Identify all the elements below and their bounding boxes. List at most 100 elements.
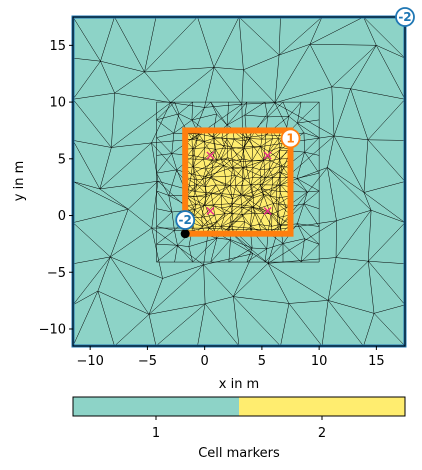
- mesh-edge: [274, 55, 280, 103]
- mesh-edge: [270, 196, 274, 204]
- mesh-edge: [296, 178, 308, 193]
- mesh-edge: [232, 158, 244, 162]
- mesh-edge: [73, 61, 101, 100]
- mesh-edge: [297, 203, 305, 224]
- mesh-edge: [192, 148, 196, 160]
- mesh-edge: [264, 150, 280, 178]
- mesh-edge: [196, 204, 204, 206]
- mesh-edge: [193, 159, 196, 167]
- mesh-edge: [231, 214, 243, 223]
- mesh-edge: [241, 214, 246, 222]
- mesh-edge: [268, 138, 273, 152]
- mesh-edge: [203, 147, 206, 160]
- label-text: -2: [179, 213, 192, 227]
- mesh-edge: [220, 158, 225, 166]
- mesh-edge: [73, 99, 112, 148]
- x-tick-label: 10: [311, 354, 328, 369]
- mesh-edge: [193, 147, 205, 149]
- mesh-edge: [249, 206, 253, 229]
- mesh-edge: [270, 184, 273, 197]
- boundary-nodes: [180, 229, 190, 239]
- mesh-edge: [203, 159, 207, 170]
- mesh-edge: [303, 203, 320, 227]
- mesh-edge: [230, 206, 242, 208]
- mesh-edge: [242, 195, 271, 215]
- mesh-edge: [252, 167, 260, 170]
- mesh-edge: [187, 195, 206, 206]
- mesh-edge: [205, 185, 231, 206]
- mesh-edge: [148, 314, 157, 346]
- mesh-edge: [221, 137, 232, 149]
- mesh-edge: [201, 217, 203, 227]
- region-inner-cells: [185, 130, 291, 234]
- mesh-edge: [193, 184, 198, 197]
- mesh-edge: [243, 54, 280, 71]
- mesh-edge: [263, 159, 271, 161]
- mesh-edge: [206, 193, 212, 195]
- mesh-edge: [100, 60, 145, 73]
- mesh-edge: [243, 147, 245, 160]
- mesh-edge: [193, 196, 197, 205]
- mesh-edge: [368, 210, 372, 262]
- mesh-edge: [264, 102, 268, 117]
- mesh-edge: [73, 290, 99, 306]
- boundary-label: 1: [280, 128, 301, 149]
- mesh-edge: [259, 159, 264, 170]
- mesh-edge: [173, 113, 180, 134]
- mesh-edge: [203, 264, 234, 297]
- mesh-edge: [297, 122, 305, 133]
- mesh-edge: [226, 138, 241, 162]
- mesh-edge: [205, 184, 217, 188]
- mesh-edge: [221, 185, 226, 196]
- mesh-edge: [249, 138, 262, 140]
- mesh-edge: [278, 147, 281, 159]
- x-tick-label: 5: [258, 354, 266, 369]
- mesh-edge: [196, 184, 206, 188]
- mesh-edge: [230, 139, 235, 149]
- mesh-edge: [226, 114, 246, 126]
- mesh-edge: [197, 303, 206, 346]
- mesh-edge: [173, 119, 193, 134]
- mesh-edge: [233, 263, 269, 297]
- mesh-edge: [307, 190, 320, 193]
- mesh-edge: [242, 195, 253, 207]
- mesh-edge: [268, 151, 271, 161]
- mesh-edge: [259, 177, 273, 186]
- mesh-edge: [244, 221, 252, 227]
- mesh-edge: [244, 114, 268, 118]
- mesh-edge: [212, 136, 218, 161]
- x-tick-label: −10: [76, 354, 103, 369]
- mesh-edge: [280, 303, 290, 346]
- colorbar-segment-2: [239, 397, 405, 416]
- mesh-edge: [211, 193, 222, 196]
- mesh-edge: [220, 158, 233, 162]
- mesh-edge: [243, 140, 246, 148]
- y-tick-label: 0: [58, 209, 66, 224]
- mesh-edge: [178, 101, 193, 114]
- mesh-edge: [327, 135, 335, 168]
- mesh-edge: [278, 217, 281, 225]
- mesh-edge: [241, 206, 255, 214]
- mesh-edge: [225, 175, 236, 186]
- mesh-edge: [230, 198, 233, 207]
- mesh-edge: [151, 227, 204, 266]
- mesh-edge: [168, 195, 195, 210]
- mesh-edge: [232, 194, 241, 199]
- mesh-edge: [263, 149, 280, 161]
- mesh-edge: [191, 225, 213, 231]
- mesh-edge: [250, 184, 254, 198]
- mesh-edge: [227, 157, 233, 168]
- mesh-edge: [221, 207, 226, 214]
- mesh-edge: [99, 147, 112, 190]
- mesh-edge: [309, 44, 333, 87]
- mesh-edge: [230, 148, 244, 160]
- mesh-edge: [151, 227, 163, 279]
- mesh-edge: [254, 213, 260, 225]
- mesh-edge: [215, 149, 222, 159]
- mesh-edge: [271, 224, 280, 227]
- y-tick-label: −10: [39, 322, 66, 337]
- mesh-edge: [266, 243, 284, 250]
- mesh-edge: [252, 194, 265, 208]
- mesh-edge: [193, 166, 203, 180]
